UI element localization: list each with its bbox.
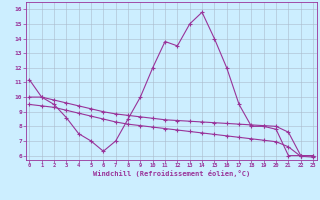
X-axis label: Windchill (Refroidissement éolien,°C): Windchill (Refroidissement éolien,°C) xyxy=(92,170,250,177)
